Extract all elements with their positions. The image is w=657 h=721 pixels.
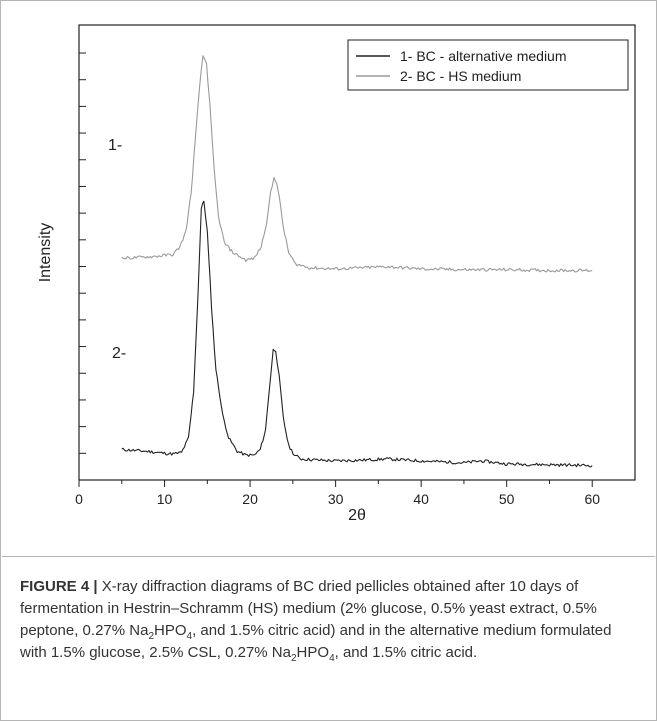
- caption-subscript: 4: [186, 631, 193, 642]
- figure-caption: FIGURE 4 | X-ray diffraction diagrams of…: [20, 576, 640, 664]
- caption-divider: [2, 556, 655, 557]
- curve-label-1: 1-: [108, 137, 122, 154]
- x-tick-label: 10: [157, 491, 173, 507]
- caption-subscript: 4: [329, 653, 335, 664]
- curve-label-2: 2-: [112, 345, 126, 362]
- x-tick-label: 0: [75, 491, 83, 507]
- caption-subscript: 2: [290, 653, 297, 664]
- caption-text: , and 1.5% citric acid.: [334, 644, 478, 661]
- plot-area: [78, 24, 636, 481]
- caption-text: HPO: [296, 644, 330, 661]
- caption-label: FIGURE 4 |: [20, 578, 98, 595]
- series-line-1: [121, 200, 593, 468]
- caption-text: , and 1.5% citric acid) and in the alter…: [20, 622, 612, 661]
- legend-box: [347, 39, 629, 91]
- x-tick-label: 60: [584, 491, 600, 507]
- series-line-2: [121, 55, 593, 273]
- xrd-chart: 0 10 20 30 40 50 60 2θ Intensity 1- 2- 1- BC - alte…: [37, 24, 636, 524]
- y-axis-label: Intensity: [37, 223, 54, 283]
- x-tick-label: 30: [328, 491, 344, 507]
- caption-subscript: 2: [148, 631, 154, 642]
- x-tick-label: 50: [499, 491, 515, 507]
- legend-entry-2: 2- BC - HS medium: [400, 68, 521, 84]
- x-tick-label: 40: [413, 491, 429, 507]
- x-axis-label: 2θ: [348, 507, 366, 524]
- legend-entry-1: 1- BC - alternative medium: [400, 48, 567, 64]
- caption-text: HPO: [154, 622, 187, 639]
- caption-text: X-ray diffraction diagrams of BC dried p…: [20, 578, 597, 639]
- x-tick-label: 20: [242, 491, 258, 507]
